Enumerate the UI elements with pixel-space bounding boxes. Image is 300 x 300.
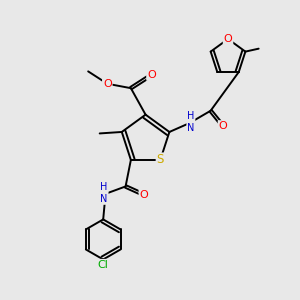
Text: O: O bbox=[147, 70, 156, 80]
Text: O: O bbox=[224, 34, 233, 44]
Text: O: O bbox=[140, 190, 148, 200]
Text: O: O bbox=[103, 79, 112, 89]
Text: O: O bbox=[219, 121, 227, 131]
Text: H
N: H N bbox=[100, 182, 108, 204]
Text: S: S bbox=[157, 153, 164, 167]
Text: H
N: H N bbox=[187, 111, 195, 133]
Text: Cl: Cl bbox=[98, 260, 109, 270]
